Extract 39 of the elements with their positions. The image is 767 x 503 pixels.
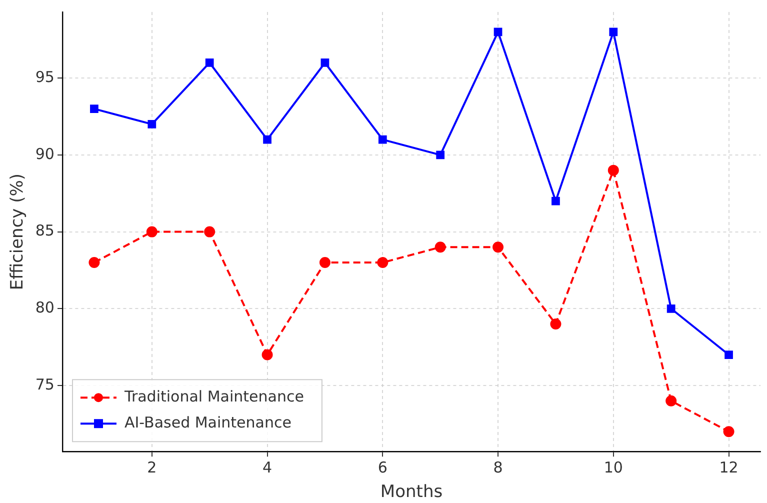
point [378, 135, 387, 144]
point [377, 257, 388, 268]
y-tick-label: 85 [35, 222, 54, 240]
y-tick-label: 90 [35, 144, 54, 163]
point [724, 350, 733, 359]
point [723, 426, 734, 438]
point [492, 242, 504, 253]
legend-label: AI-Based Maintenance [124, 413, 292, 432]
point [148, 120, 156, 128]
x-axis-title: Months [380, 482, 443, 502]
point [552, 196, 560, 206]
x-tick-label: 12 [719, 458, 738, 476]
y-tick-label: 75 [35, 375, 54, 394]
legend-label: Traditional Maintenance [123, 387, 304, 406]
point [319, 257, 330, 268]
x-tick-label: 2 [147, 458, 157, 476]
x-tick-label: 10 [604, 458, 623, 476]
point [609, 28, 618, 36]
point [550, 318, 562, 330]
x-tick-label: 8 [493, 458, 503, 476]
y-axis-title: Efficiency (%) [8, 173, 28, 290]
point [320, 58, 330, 67]
point [262, 349, 273, 360]
x-tick-label: 4 [262, 458, 272, 476]
point [436, 150, 445, 160]
point [88, 257, 100, 268]
point [494, 28, 502, 36]
point [204, 226, 216, 238]
point [434, 242, 446, 253]
point [263, 135, 272, 144]
point [666, 395, 677, 406]
point [90, 104, 98, 114]
y-tick-label: 80 [35, 298, 54, 317]
point [608, 164, 619, 176]
point [146, 226, 158, 238]
x-tick-label: 6 [378, 458, 388, 476]
point [666, 304, 676, 313]
point [205, 58, 214, 67]
y-tick-label: 95 [35, 68, 54, 86]
